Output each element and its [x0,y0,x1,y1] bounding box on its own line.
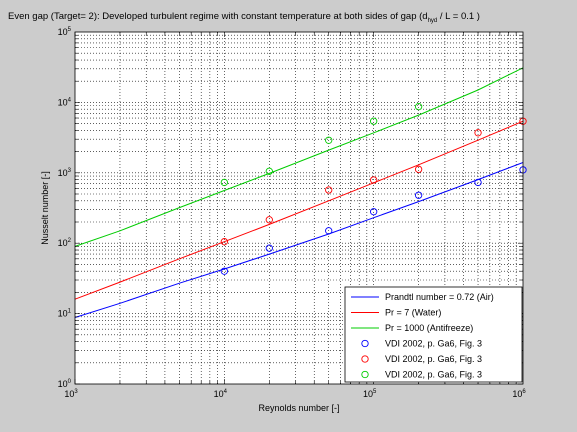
y-tick-base: 10 [58,238,68,248]
legend-entry-label: VDI 2002, p. Ga6, Fig. 3 [385,354,482,364]
y-tick-base: 10 [58,97,68,107]
legend-entry-label: Prandtl number = 0.72 (Air) [385,292,494,302]
x-tick-base: 10 [64,389,74,399]
legend-entry-label: Pr = 1000 (Antifreeze) [385,323,473,333]
y-tick-base: 10 [58,309,68,319]
legend: Prandtl number = 0.72 (Air) Pr = 7 (Water… [345,287,522,382]
y-tick-base: 10 [58,379,68,389]
y-tick-base: 10 [58,27,68,37]
x-tick-base: 10 [512,389,522,399]
legend-entry-label: VDI 2002, p. Ga6, Fig. 3 [385,370,482,380]
y-axis-label: Nusselt number [-] [40,171,50,245]
x-tick-base: 10 [363,389,373,399]
legend-entry-label: Pr = 7 (Water) [385,308,441,318]
x-tick-base: 10 [214,389,224,399]
x-axis-label: Reynolds number [-] [258,403,339,413]
y-tick-base: 10 [58,168,68,178]
legend-entry-label: VDI 2002, p. Ga6, Fig. 3 [385,339,482,349]
